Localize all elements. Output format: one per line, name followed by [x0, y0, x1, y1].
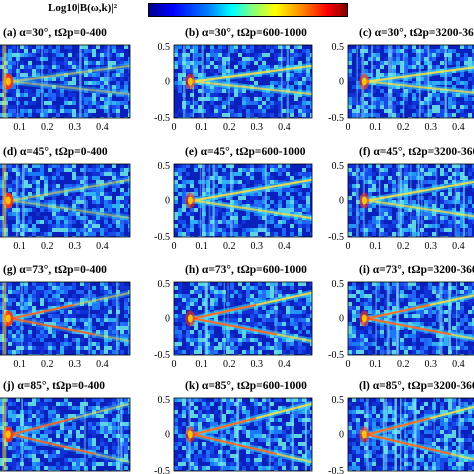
panel-l: (l) α=85°, tΩp=3200-36000.50-0.500.10.20…	[328, 380, 474, 474]
x-tick-label: 0.4	[452, 122, 465, 133]
x-tick-label: 0.1	[369, 122, 382, 133]
x-tick-label: 0.2	[223, 122, 236, 133]
panel-d: (d) α=45°, tΩp=0-400 0.1 0.2 0.3 0.4	[0, 146, 131, 252]
x-tick-label: 0.2	[223, 241, 236, 252]
y-tick-label: -0.5	[154, 113, 170, 124]
x-tick-label: 0.1	[369, 241, 382, 252]
x-tick-label: 0.1	[13, 359, 26, 370]
x-tick-label: 0.3	[251, 359, 264, 370]
x-tick-label: 0.1	[369, 359, 382, 370]
panel-title: (g) α=73°, tΩp=0-400	[3, 264, 107, 276]
x-tick-label: 0.4	[452, 359, 465, 370]
y-tick-label: -0.5	[154, 350, 170, 361]
x-tick-label: 0	[346, 359, 351, 370]
panel-a: (a) α=30°, tΩp=0-400 0.1 0.2 0.3 0.4	[0, 27, 131, 133]
x-tick-label: 0.2	[41, 359, 54, 370]
panel-title: (a) α=30°, tΩp=0-400	[3, 27, 107, 39]
x-tick-label: 0.3	[69, 359, 82, 370]
y-tick-label: -0.5	[328, 466, 344, 474]
panel-title: (k) α=85°, tΩp=600-1000	[185, 380, 307, 392]
x-tick-label: 0	[172, 359, 177, 370]
x-tick-label: 0.1	[13, 241, 26, 252]
y-tick-label: -0.5	[328, 113, 344, 124]
x-tick-label: 0.3	[425, 122, 438, 133]
y-tick-label: 0.5	[158, 42, 171, 53]
y-tick-label: 0.5	[158, 279, 171, 290]
y-tick-label: 0.5	[158, 395, 171, 406]
panel-title: (d) α=45°, tΩp=0-400	[3, 146, 108, 158]
y-tick-label: -0.5	[154, 232, 170, 243]
x-tick-label: 0.2	[397, 241, 410, 252]
x-tick-label: 0.2	[397, 122, 410, 133]
x-tick-label: 0	[172, 241, 177, 252]
y-tick-label: 0	[339, 77, 344, 88]
y-tick-label: 0	[339, 314, 344, 325]
x-tick-label: 0	[346, 241, 351, 252]
x-tick-label: 0.2	[223, 359, 236, 370]
x-tick-label: 0.3	[251, 122, 264, 133]
x-tick-label: 0.2	[41, 241, 54, 252]
y-tick-label: 0.5	[332, 161, 345, 172]
x-tick-label: 0.4	[278, 359, 291, 370]
y-tick-label: -0.5	[154, 466, 170, 474]
panel-k: (k) α=85°, tΩp=600-10000.50-0.500.10.20.…	[154, 380, 313, 474]
panel-title: (c) α=30°, tΩp=3200-3600	[359, 27, 474, 39]
y-tick-label: 0	[165, 314, 170, 325]
colorbar-label: Log10|B(ω,k)|²	[48, 2, 118, 14]
panel-title: (b) α=30°, tΩp=600-1000	[185, 27, 307, 39]
panel-title: (e) α=45°, tΩp=600-1000	[185, 146, 306, 158]
x-tick-label: 0.4	[452, 241, 465, 252]
x-tick-label: 0.4	[96, 241, 109, 252]
x-tick-label: 0.4	[96, 122, 109, 133]
y-tick-label: 0	[165, 77, 170, 88]
x-tick-label: 0	[172, 122, 177, 133]
panel-title: (f) α=45°, tΩp=3200-3600	[359, 146, 474, 158]
y-tick-label: 0	[165, 430, 170, 441]
x-tick-label: 0.1	[195, 122, 208, 133]
x-tick-label: 0.3	[251, 241, 264, 252]
y-tick-label: -0.5	[328, 350, 344, 361]
panel-title: (h) α=73°, tΩp=600-1000	[185, 264, 307, 276]
x-tick-label: 0.3	[69, 122, 82, 133]
x-tick-label: 0.4	[278, 241, 291, 252]
x-tick-label: 0.2	[41, 122, 54, 133]
colorbar	[148, 3, 348, 17]
y-tick-label: 0.5	[332, 42, 345, 53]
panel-title: (l) α=85°, tΩp=3200-3600	[359, 380, 474, 392]
panel-g: (g) α=73°, tΩp=0-400 0.1 0.2 0.3 0.4	[0, 264, 131, 370]
x-tick-label: 0.1	[13, 122, 26, 133]
x-tick-label: 0.3	[69, 241, 82, 252]
y-tick-label: 0	[339, 430, 344, 441]
panel-title: (i) α=73°, tΩp=3200-3600	[359, 264, 474, 276]
y-tick-label: 0	[339, 196, 344, 207]
x-tick-label: 0.3	[425, 241, 438, 252]
y-tick-label: 0	[165, 196, 170, 207]
x-tick-label: 0.3	[425, 359, 438, 370]
y-tick-label: 0.5	[158, 161, 171, 172]
y-tick-label: -0.5	[328, 232, 344, 243]
x-tick-label: 0.4	[278, 122, 291, 133]
x-tick-label: 0.2	[397, 359, 410, 370]
x-tick-label: 0	[346, 122, 351, 133]
y-tick-label: 0.5	[332, 395, 345, 406]
x-tick-label: 0.4	[96, 359, 109, 370]
panel-title: (j) α=85°, tΩp=0-400	[3, 380, 105, 392]
x-tick-label: 0.1	[195, 359, 208, 370]
x-tick-label: 0.1	[195, 241, 208, 252]
y-tick-label: 0.5	[332, 279, 345, 290]
